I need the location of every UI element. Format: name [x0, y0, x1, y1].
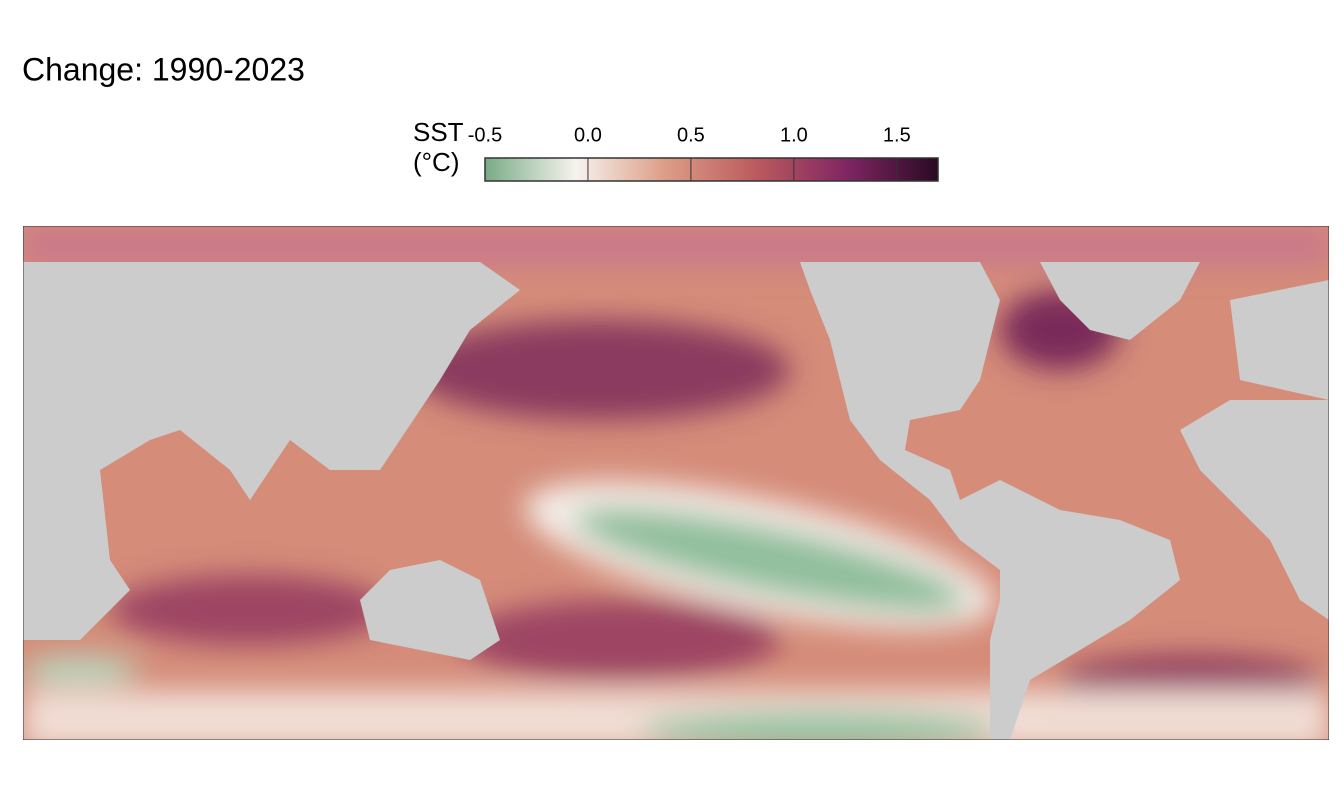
colorbar-tick-label: -0.5	[468, 124, 502, 146]
anomaly-field	[23, 226, 1329, 740]
legend-title: SST	[413, 117, 464, 147]
land	[23, 262, 1329, 740]
colorbar-tick-label: 1.0	[780, 124, 808, 146]
legend-title: (°C)	[413, 147, 460, 177]
colorbar-tick-label: 1.5	[883, 124, 911, 146]
colorbar-tick-label: 0.0	[574, 124, 602, 146]
colorbar-ramp	[484, 157, 939, 182]
map	[23, 226, 1329, 740]
colorbar: -0.5 0.0 0.5 1.0 1.5	[468, 124, 939, 182]
colorbar-tick-label: 0.5	[677, 124, 705, 146]
title: Change: 1990-2023	[22, 51, 305, 87]
